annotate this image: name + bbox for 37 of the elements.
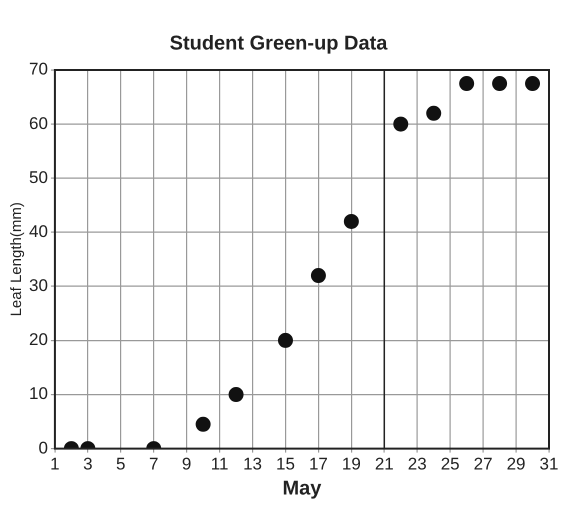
point: [426, 106, 442, 121]
x-tick-label: 25: [440, 454, 460, 474]
x-tick-label: 13: [243, 454, 262, 474]
point: [228, 387, 244, 402]
x-tick-label: 23: [408, 454, 427, 474]
x-tick-label: 9: [182, 454, 192, 474]
x-tick-label: 7: [148, 454, 158, 474]
x-tick-label: 21: [374, 454, 394, 474]
y-tick-label: 40: [28, 222, 48, 241]
point: [310, 268, 326, 284]
point: [278, 332, 293, 348]
y-tick-label: 70: [28, 60, 48, 79]
x-tick-label: 5: [116, 454, 126, 474]
y-axis-title: Leaf Length(mm): [8, 202, 26, 316]
point: [492, 76, 508, 92]
point: [344, 214, 359, 229]
point: [393, 116, 408, 132]
x-tick-label: 11: [210, 454, 228, 474]
x-tick-label: 1: [50, 454, 60, 474]
y-tick-label: 0: [38, 438, 48, 458]
point: [525, 76, 540, 92]
y-tick-label: 60: [28, 114, 48, 133]
x-tick-label: 17: [308, 454, 328, 474]
x-tick-label: 31: [540, 454, 558, 474]
y-tick-label: 10: [28, 384, 48, 404]
y-tick-label: 50: [28, 168, 48, 187]
x-tick-label: 19: [342, 454, 361, 474]
x-tick-label: 15: [276, 454, 295, 474]
point: [196, 416, 211, 432]
y-tick-label: 30: [28, 276, 48, 296]
x-tick-label: 27: [474, 454, 493, 474]
point: [459, 76, 474, 92]
x-tick-label: 29: [506, 454, 526, 474]
x-axis-title: May: [282, 478, 322, 500]
chart-title: Student Green-up Data: [170, 32, 388, 55]
y-tick-label: 20: [28, 330, 48, 350]
x-tick-label: 3: [83, 454, 93, 474]
